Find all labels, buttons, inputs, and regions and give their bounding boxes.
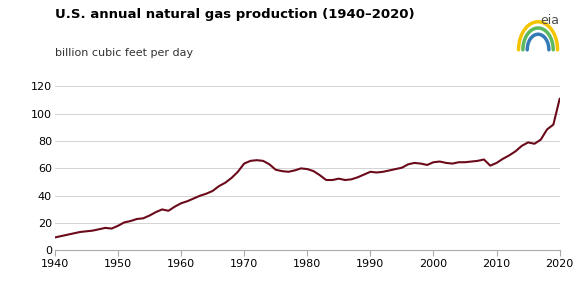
Text: U.S. annual natural gas production (1940–2020): U.S. annual natural gas production (1940… <box>55 8 414 22</box>
Text: eia: eia <box>541 14 560 27</box>
Text: billion cubic feet per day: billion cubic feet per day <box>55 48 193 58</box>
